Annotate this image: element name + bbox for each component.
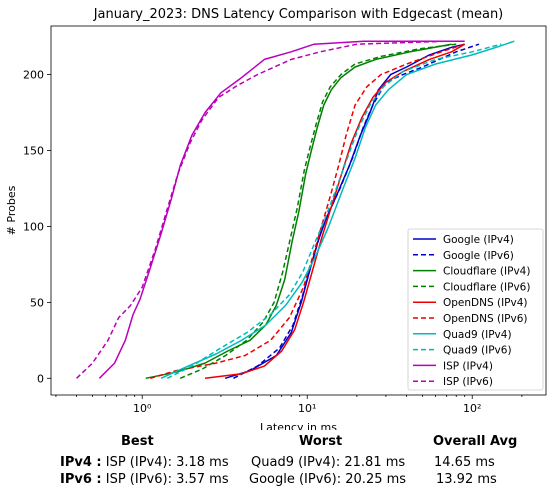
series-line-cloudflare-ipv4 bbox=[145, 43, 452, 380]
y-axis-label: # Probes bbox=[5, 185, 18, 235]
legend-entry: Quad9 (IPv4) bbox=[443, 329, 512, 341]
legend-entry: OpenDNS (IPv6) bbox=[443, 313, 528, 325]
series-line-isp-ipv6 bbox=[76, 40, 447, 379]
latency-chart: January_2023: DNS Latency Comparison wit… bbox=[5, 7, 547, 430]
x-tick-label: 10² bbox=[463, 402, 481, 415]
legend-entry: ISP (IPv6) bbox=[443, 376, 493, 388]
legend: Google (IPv4) Google (IPv6) Cloudflare (IP… bbox=[407, 228, 544, 391]
y-tick-label: 0 bbox=[37, 372, 44, 385]
header-best: Best bbox=[121, 434, 154, 449]
x-tick-label: 10⁰ bbox=[133, 402, 152, 415]
x-axis-label: Latency in ms bbox=[260, 421, 337, 430]
row-label-ipv4: IPv4 : bbox=[60, 455, 102, 470]
row-ipv6: IPv6 : ISP (IPv6): 3.57 ms bbox=[60, 472, 229, 487]
legend-entry: Google (IPv4) bbox=[443, 234, 514, 246]
worst-ipv6: Google (IPv6): 20.25 ms bbox=[249, 472, 407, 487]
worst-ipv4: Quad9 (IPv4): 21.81 ms bbox=[251, 455, 406, 470]
legend-entry: OpenDNS (IPv4) bbox=[443, 297, 528, 309]
chart-title: January_2023: DNS Latency Comparison wit… bbox=[93, 7, 504, 22]
best-ipv6: ISP (IPv6): 3.57 ms bbox=[105, 472, 229, 487]
plot-frame bbox=[50, 25, 547, 396]
series-line-quad9-ipv4 bbox=[160, 40, 515, 379]
header-overall-avg: Overall Avg bbox=[433, 434, 518, 449]
y-tick-label: 150 bbox=[23, 145, 44, 158]
y-tick-label: 100 bbox=[23, 220, 44, 233]
avg-ipv6: 13.92 ms bbox=[436, 472, 497, 487]
avg-ipv4: 14.65 ms bbox=[434, 455, 495, 470]
y-tick-label: 50 bbox=[30, 296, 44, 309]
legend-entry: Cloudflare (IPv6) bbox=[443, 281, 530, 293]
x-tick-label: 10¹ bbox=[298, 402, 316, 415]
header-worst: Worst bbox=[299, 434, 343, 449]
legend-entry: ISP (IPv4) bbox=[443, 360, 493, 372]
best-ipv4: ISP (IPv4): 3.18 ms bbox=[105, 455, 229, 470]
row-ipv4: IPv4 : ISP (IPv4): 3.18 ms bbox=[60, 455, 229, 470]
legend-entry: Quad9 (IPv6) bbox=[443, 345, 512, 357]
series-line-isp-ipv4 bbox=[98, 40, 465, 379]
series-line-cloudflare-ipv6 bbox=[179, 43, 457, 379]
series-line-google-ipv6 bbox=[233, 43, 480, 379]
legend-entry: Google (IPv6) bbox=[443, 250, 514, 262]
row-label-ipv6: IPv6 : bbox=[60, 472, 102, 487]
legend-box bbox=[407, 228, 544, 391]
y-tick-label: 200 bbox=[23, 69, 44, 82]
series-line-opendns-ipv6 bbox=[150, 43, 465, 380]
series-line-quad9-ipv6 bbox=[166, 43, 502, 379]
legend-entry: Cloudflare (IPv4) bbox=[443, 266, 530, 278]
